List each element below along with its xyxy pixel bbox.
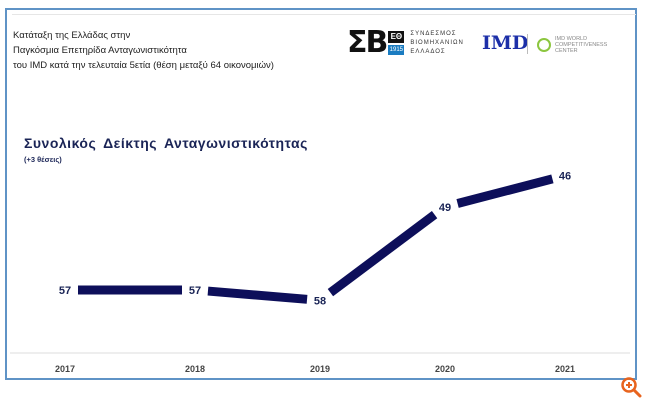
wcc-text: CENTER (555, 48, 578, 54)
logo-separator (527, 34, 528, 54)
chart-title: Συνολικός Δείκτης Ανταγωνιστικότητας (24, 135, 308, 151)
wcc-text: IMD WORLD (555, 36, 588, 42)
wcc-text: COMPETITIVENESS (555, 42, 608, 48)
x-tick-label: 2019 (310, 364, 330, 374)
wcc-ring-icon (537, 38, 551, 52)
x-tick-label: 2020 (435, 364, 455, 374)
data-label: 57 (59, 285, 71, 297)
sebe-logo: ΣΒ ΕΘ 1915 ΣΥΝΔΕΣΜΟΣ ΒΙΟΜΗΧΑΝΙΩΝ ΕΛΛΑΔΟΣ (347, 28, 464, 58)
sebe-eo: ΕΘ (388, 31, 405, 43)
data-label: 57 (189, 285, 201, 297)
divider (12, 14, 636, 15)
x-tick-label: 2021 (555, 364, 575, 374)
sebe-mark: ΣΒ (347, 25, 388, 60)
subtitle-line: του IMD κατά την τελευταία 5ετία (θέση μ… (13, 60, 274, 71)
sebe-text: ΒΙΟΜΗΧΑΝΙΩΝ (410, 39, 464, 46)
x-tick-label: 2018 (185, 364, 205, 374)
data-label: 58 (314, 295, 326, 307)
imd-logo: IMD (482, 32, 529, 54)
data-label: 49 (439, 202, 451, 214)
subtitle-line: Κατάταξη της Ελλάδας στην (13, 30, 131, 41)
zoom-in-icon[interactable] (620, 376, 642, 398)
wcc-logo: IMD WORLD COMPETITIVENESS CENTER (537, 36, 607, 54)
data-label: 46 (559, 171, 571, 183)
header-subtitle: Κατάταξη της Ελλάδας στην Παγκόσμια Επετ… (13, 28, 274, 73)
line-segment (207, 286, 308, 304)
sebe-text: ΕΛΛΑΔΟΣ (410, 48, 446, 55)
sebe-text: ΣΥΝΔΕΣΜΟΣ (410, 30, 457, 37)
sebe-year: 1915 (388, 45, 405, 55)
line-segment (456, 174, 554, 208)
chart-subtitle: (+3 θέσεις) (24, 155, 62, 164)
line-segment (327, 210, 438, 297)
subtitle-line: Παγκόσμια Επετηρίδα Ανταγωνιστικότητα (13, 45, 187, 56)
chart-frame (5, 8, 637, 380)
x-tick-label: 2017 (55, 364, 75, 374)
